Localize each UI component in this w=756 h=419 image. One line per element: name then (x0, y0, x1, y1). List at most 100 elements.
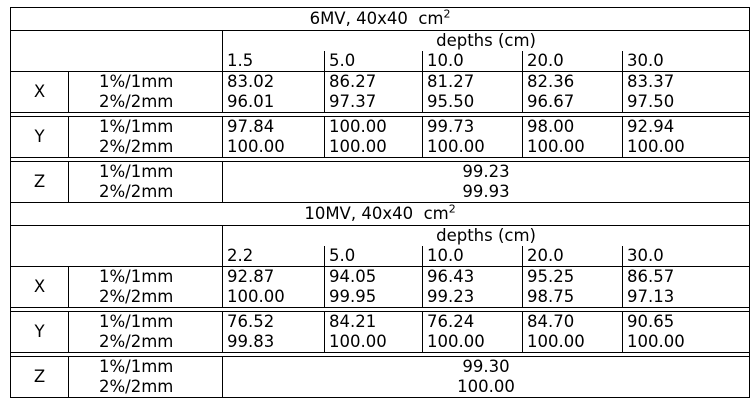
depth-value: 10.0 (422, 51, 523, 72)
depths-row: 1.5 5.0 10.0 20.0 30.0 (11, 51, 751, 72)
criterion-label: 2%/2mm (68, 182, 223, 203)
criterion-label: 1%/1mm (68, 161, 223, 182)
block-unit-exponent: 2 (448, 202, 456, 216)
pass-rate-value: 95.50 (422, 92, 523, 113)
pass-rate-value: 97.13 (621, 287, 751, 308)
pass-rate-value: 100.00 (222, 137, 325, 158)
pass-rate-value: 96.01 (222, 92, 325, 113)
group-gap (9, 112, 751, 117)
data-row: 2%/2mm 99.83 100.00 100.00 100.00 100.00 (11, 332, 751, 353)
depth-value: 5.0 (324, 51, 423, 72)
depths-label-row: depths (cm) (10, 30, 751, 72)
pass-rate-value: 92.94 (621, 116, 751, 137)
pass-rate-value: 90.65 (621, 311, 751, 332)
depth-value: 20.0 (522, 246, 623, 267)
depth-value: 10.0 (422, 246, 523, 267)
pass-rate-value: 100.00 (522, 332, 623, 353)
group-gap-row (9, 307, 751, 312)
criterion-label: 1%/1mm (68, 311, 223, 332)
pass-rate-value: 99.93 (221, 182, 751, 203)
block-unit: cm (418, 9, 444, 28)
pass-rate-value: 94.05 (324, 266, 423, 287)
pass-rate-value: 97.37 (324, 92, 423, 113)
pass-rate-value: 95.25 (522, 266, 623, 287)
data-row: 2%/2mm 100.00 (11, 377, 751, 398)
data-row: 2%/2mm 100.00 100.00 100.00 100.00 100.00 (11, 137, 751, 158)
pass-rate-value: 83.02 (222, 71, 325, 92)
depth-value: 30.0 (621, 246, 751, 267)
gamma-pass-rate-table: 6MV, 40x40 cm2 depths (cm) 1.5 5.0 10.0 20.0 3… (9, 7, 751, 398)
depth-value: 20.0 (522, 51, 623, 72)
header-blank (10, 225, 223, 267)
criterion-label: 2%/2mm (68, 287, 223, 308)
pass-rate-value: 100.00 (621, 137, 751, 158)
block-unit: cm (423, 204, 449, 223)
criterion-label: 2%/2mm (68, 137, 223, 158)
data-row: X 1%/1mm 83.02 86.27 81.27 82.36 83.37 (10, 71, 751, 113)
pass-rate-value: 76.24 (422, 311, 523, 332)
depth-value: 5.0 (324, 246, 423, 267)
pass-rate-value: 92.87 (222, 266, 325, 287)
block-unit-exponent: 2 (443, 7, 451, 21)
pass-rate-value: 100.00 (621, 332, 751, 353)
pass-rate-value: 76.52 (222, 311, 325, 332)
group-gap (9, 352, 751, 357)
block-title-row: 6MV, 40x40 cm2 (9, 7, 751, 31)
criterion-label: 1%/1mm (68, 356, 223, 377)
pass-rate-value: 86.57 (621, 266, 751, 287)
pass-rate-value: 96.67 (522, 92, 623, 113)
pass-rate-value: 97.50 (621, 92, 751, 113)
data-row: Z 1%/1mm 99.23 (10, 161, 751, 203)
data-row: 2%/2mm 96.01 97.37 95.50 96.67 97.50 (11, 92, 751, 113)
header-blank (10, 30, 223, 72)
pass-rate-value: 100.00 (222, 287, 325, 308)
block-title: 10MV, 40x40 cm2 (9, 202, 751, 226)
pass-rate-value: 99.23 (221, 161, 751, 182)
pass-rate-value: 82.36 (522, 71, 623, 92)
pass-rate-value: 100.00 (422, 137, 523, 158)
data-row: 2%/2mm 100.00 99.95 99.23 98.75 97.13 (11, 287, 751, 308)
pass-rate-value: 100.00 (221, 377, 751, 398)
pass-rate-value: 97.84 (222, 116, 325, 137)
pass-rate-value: 99.30 (221, 356, 751, 377)
pass-rate-value: 84.70 (522, 311, 623, 332)
criterion-label: 2%/2mm (68, 332, 223, 353)
group-gap-row (9, 157, 751, 162)
pass-rate-value: 81.27 (422, 71, 523, 92)
depths-label: depths (cm) (221, 225, 751, 246)
pass-rate-value: 96.43 (422, 266, 523, 287)
pass-rate-value: 98.00 (522, 116, 623, 137)
pass-rate-value: 100.00 (422, 332, 523, 353)
depth-value: 2.2 (222, 246, 325, 267)
data-row: 2%/2mm 99.93 (11, 182, 751, 203)
group-gap (9, 157, 751, 162)
pass-rate-value: 83.37 (621, 71, 751, 92)
criterion-label: 1%/1mm (68, 266, 223, 287)
pass-rate-value: 99.83 (222, 332, 325, 353)
axis-label: Z (10, 161, 69, 203)
pass-rate-value: 100.00 (324, 137, 423, 158)
block-title-text: 10MV, 40x40 (304, 204, 414, 223)
pass-rate-value: 99.73 (422, 116, 523, 137)
data-row: Y 1%/1mm 76.52 84.21 76.24 84.70 90.65 (10, 311, 751, 353)
block-title-text: 6MV, 40x40 (309, 9, 408, 28)
pass-rate-value: 84.21 (324, 311, 423, 332)
group-gap-row (9, 352, 751, 357)
criterion-label: 1%/1mm (68, 71, 223, 92)
axis-label: X (10, 266, 69, 308)
data-row: X 1%/1mm 92.87 94.05 96.43 95.25 86.57 (10, 266, 751, 308)
axis-label: Y (10, 311, 69, 353)
depth-value: 1.5 (222, 51, 325, 72)
depths-label-row: depths (cm) (10, 225, 751, 267)
pass-rate-value: 100.00 (324, 116, 423, 137)
block-title: 6MV, 40x40 cm2 (9, 7, 751, 31)
group-gap (9, 307, 751, 312)
group-gap-row (9, 112, 751, 117)
axis-label: Z (10, 356, 69, 398)
pass-rate-value: 100.00 (324, 332, 423, 353)
criterion-label: 1%/1mm (68, 116, 223, 137)
axis-label: X (10, 71, 69, 113)
depths-label: depths (cm) (221, 30, 751, 51)
pass-rate-value: 99.23 (422, 287, 523, 308)
data-row: Y 1%/1mm 97.84 100.00 99.73 98.00 92.94 (10, 116, 751, 158)
